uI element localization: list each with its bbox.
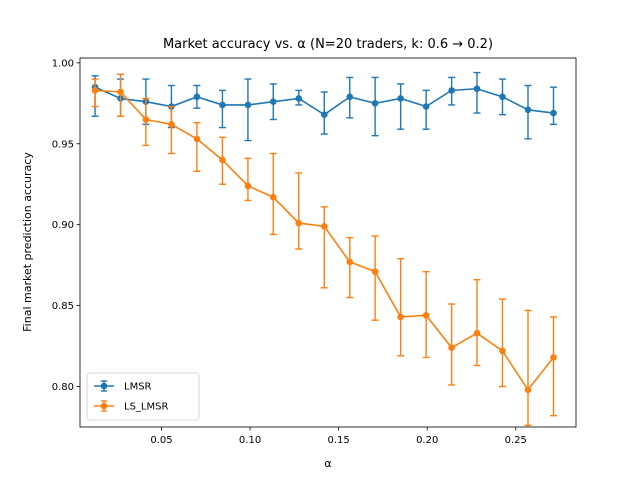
x-tick-label: 0.15	[327, 435, 349, 446]
y-tick-label: 0.85	[52, 301, 74, 312]
data-point	[193, 93, 201, 101]
data-point	[448, 344, 455, 351]
data-point	[397, 95, 404, 102]
x-tick-label: 0.10	[239, 435, 261, 446]
data-point	[473, 85, 481, 93]
data-point	[473, 329, 481, 337]
data-point	[244, 182, 252, 190]
data-point	[142, 116, 150, 123]
data-point	[550, 354, 557, 361]
legend-label: LS_LMSR	[124, 402, 168, 413]
data-point	[320, 111, 328, 118]
data-point	[550, 109, 557, 117]
y-tick-label: 0.95	[52, 139, 74, 150]
data-point	[269, 98, 277, 105]
x-tick-label: 0.20	[416, 435, 438, 446]
plot-area	[91, 71, 558, 427]
data-point	[422, 312, 430, 319]
data-point	[371, 268, 379, 275]
chart-title: Market accuracy vs. α (N=20 traders, k: …	[163, 37, 493, 52]
y-tick-label: 0.80	[52, 382, 74, 393]
data-point	[346, 93, 354, 101]
data-point	[269, 193, 277, 201]
data-point	[168, 121, 175, 128]
data-point	[320, 223, 328, 230]
y-tick-label: 0.90	[52, 220, 74, 231]
legend: LMSR LS_LMSR	[86, 372, 200, 421]
data-point	[499, 93, 506, 101]
data-point	[448, 87, 455, 94]
y-tick-label: 1.00	[52, 58, 74, 69]
data-point	[117, 88, 124, 96]
legend-label: LMSR	[124, 382, 152, 393]
legend-box	[86, 372, 200, 421]
data-point	[524, 106, 532, 114]
data-point	[193, 135, 201, 143]
plot-frame	[79, 57, 577, 428]
series-ls-lmsr	[91, 73, 558, 427]
data-point	[371, 100, 379, 107]
data-point	[397, 313, 404, 321]
y-axis-label: Final market prediction accuracy	[21, 152, 34, 332]
x-axis-label: α	[324, 457, 331, 470]
data-point	[219, 156, 226, 164]
x-tick-label: 0.25	[505, 435, 527, 446]
legend-swatch-marker	[100, 382, 108, 390]
data-point	[295, 219, 303, 227]
legend-item: LS_LMSR	[94, 400, 168, 413]
data-point	[346, 258, 354, 266]
data-point	[244, 101, 252, 109]
data-point	[91, 87, 99, 94]
data-point	[524, 386, 532, 394]
data-point	[422, 103, 430, 110]
data-point	[499, 347, 506, 355]
legend-item: LMSR	[94, 380, 152, 393]
legend-swatch-marker	[100, 402, 108, 410]
data-point	[219, 101, 226, 109]
x-tick-label: 0.05	[150, 435, 172, 446]
data-point	[295, 95, 303, 102]
